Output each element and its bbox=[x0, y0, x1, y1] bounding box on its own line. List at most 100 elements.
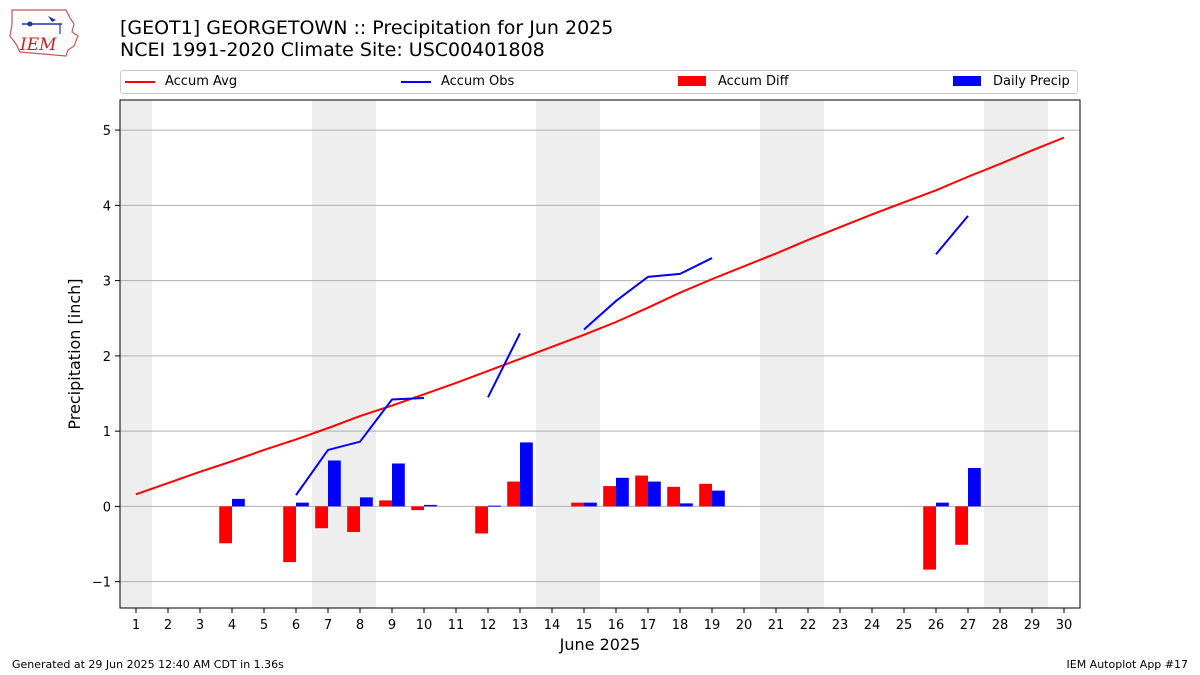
accum-diff-bar bbox=[603, 486, 616, 507]
x-tick-label: 14 bbox=[544, 618, 561, 633]
daily-precip-bar bbox=[680, 503, 693, 507]
legend-item-accum-diff: Accum Diff bbox=[678, 74, 878, 90]
y-axis-label: Precipitation [inch] bbox=[65, 278, 84, 429]
accum-obs-line bbox=[583, 257, 713, 331]
accum-diff-bar bbox=[379, 500, 392, 507]
daily-precip-bar bbox=[616, 477, 629, 507]
accum-diff-bar bbox=[507, 481, 520, 507]
x-tick-label: 24 bbox=[864, 618, 881, 633]
chart-title: [GEOT1] GEORGETOWN :: Precipitation for … bbox=[120, 17, 613, 61]
daily-precip-bar bbox=[360, 497, 373, 507]
legend-label-accum-obs: Accum Obs bbox=[441, 74, 515, 89]
bar-marks bbox=[219, 442, 981, 570]
x-tick-label: 7 bbox=[324, 618, 332, 633]
legend-label-daily-precip: Daily Precip bbox=[993, 74, 1070, 89]
x-tick-label: 9 bbox=[388, 618, 396, 633]
accum-diff-bar bbox=[571, 502, 584, 507]
y-axis-ticks: −1 0 1 2 3 4 5 bbox=[92, 124, 120, 591]
accum-obs-line bbox=[935, 215, 969, 255]
x-tick-label: 13 bbox=[512, 618, 529, 633]
x-tick-label: 5 bbox=[260, 618, 268, 633]
daily-precip-bar bbox=[328, 460, 341, 507]
accum-diff-bar bbox=[347, 506, 360, 532]
daily-precip-bar bbox=[584, 502, 597, 507]
daily-precip-bar bbox=[648, 481, 661, 507]
x-axis-ticks: 1 2 3 4 5 6 7 8 9 10 11 12 13 14 15 16 17 18 19 20 21 22 23 24 2… bbox=[132, 608, 1072, 633]
daily-precip-bar bbox=[488, 505, 501, 507]
accum-diff-bar bbox=[315, 506, 328, 529]
y-tick-label: 2 bbox=[103, 350, 111, 365]
x-tick-label: 16 bbox=[608, 618, 625, 633]
accum-diff-bar bbox=[923, 506, 936, 570]
daily-precip-bar bbox=[424, 504, 437, 507]
accum-diff-bar bbox=[955, 506, 968, 545]
legend-swatch-accum-diff bbox=[678, 76, 706, 86]
legend-swatch-daily-precip bbox=[953, 76, 981, 86]
accum-diff-bar bbox=[667, 486, 680, 507]
accum-obs-line bbox=[295, 397, 425, 496]
x-tick-label: 26 bbox=[928, 618, 945, 633]
daily-precip-bar bbox=[520, 442, 533, 507]
x-tick-label: 29 bbox=[1024, 618, 1041, 633]
daily-precip-bar bbox=[392, 463, 405, 507]
accum-diff-bar bbox=[635, 475, 648, 507]
x-tick-label: 1 bbox=[132, 618, 140, 633]
y-tick-label: 5 bbox=[103, 124, 111, 139]
legend-item-accum-avg: Accum Avg bbox=[125, 74, 325, 90]
accum-diff-bar bbox=[475, 506, 488, 534]
y-tick-label: 0 bbox=[103, 500, 111, 515]
y-tick-label: 4 bbox=[103, 199, 111, 214]
accum-diff-bar bbox=[411, 506, 424, 511]
plot-frame bbox=[119, 99, 1081, 609]
logo-text: IEM bbox=[19, 35, 57, 55]
accum-diff-bar bbox=[283, 506, 296, 563]
legend-label-accum-diff: Accum Diff bbox=[718, 74, 789, 89]
grid-lines bbox=[120, 129, 1080, 583]
footer-generated: Generated at 29 Jun 2025 12:40 AM CDT in… bbox=[12, 658, 284, 671]
line-marks bbox=[135, 136, 1065, 496]
x-tick-label: 23 bbox=[832, 618, 849, 633]
daily-precip-bar bbox=[968, 468, 981, 507]
x-tick-label: 30 bbox=[1056, 618, 1073, 633]
x-tick-label: 10 bbox=[416, 618, 433, 633]
x-tick-label: 20 bbox=[736, 618, 753, 633]
accum-avg-line bbox=[135, 136, 1065, 496]
accum-obs-line bbox=[487, 332, 521, 398]
x-tick-label: 15 bbox=[576, 618, 593, 633]
x-tick-label: 17 bbox=[640, 618, 657, 633]
x-tick-label: 11 bbox=[448, 618, 465, 633]
legend-swatch-accum-avg bbox=[125, 81, 155, 83]
x-tick-label: 4 bbox=[228, 618, 236, 633]
x-tick-label: 21 bbox=[768, 618, 785, 633]
weekend-band-5 bbox=[984, 100, 1048, 608]
x-tick-label: 2 bbox=[164, 618, 172, 633]
daily-precip-bar bbox=[936, 502, 949, 507]
x-axis-label: June 2025 bbox=[559, 635, 641, 654]
accum-diff-bar bbox=[699, 483, 712, 507]
legend-item-accum-obs: Accum Obs bbox=[401, 74, 601, 90]
weekend-band-2 bbox=[312, 100, 376, 608]
y-tick-label: −1 bbox=[92, 576, 111, 591]
x-tick-label: 28 bbox=[992, 618, 1009, 633]
weekend-band-3 bbox=[536, 100, 600, 608]
y-tick-label: 1 bbox=[103, 425, 111, 440]
weekend-band-1 bbox=[120, 100, 152, 608]
x-tick-label: 18 bbox=[672, 618, 689, 633]
accum-diff-bar bbox=[219, 506, 232, 544]
x-tick-label: 27 bbox=[960, 618, 977, 633]
x-tick-label: 6 bbox=[292, 618, 300, 633]
footer-app: IEM Autoplot App #17 bbox=[1066, 658, 1189, 671]
x-tick-label: 25 bbox=[896, 618, 913, 633]
y-tick-label: 3 bbox=[103, 275, 111, 290]
daily-precip-bar bbox=[296, 502, 309, 507]
legend: Accum Avg Accum Obs Accum Diff Daily Pre… bbox=[120, 70, 1078, 94]
iem-logo: IEM bbox=[9, 9, 79, 57]
weekend-band-4 bbox=[760, 100, 824, 608]
legend-label-accum-avg: Accum Avg bbox=[165, 74, 238, 89]
x-tick-label: 8 bbox=[356, 618, 364, 633]
daily-precip-bar bbox=[232, 498, 245, 507]
title-line-2: NCEI 1991-2020 Climate Site: USC00401808 bbox=[120, 39, 545, 61]
x-tick-label: 22 bbox=[800, 618, 817, 633]
legend-swatch-accum-obs bbox=[401, 81, 431, 83]
